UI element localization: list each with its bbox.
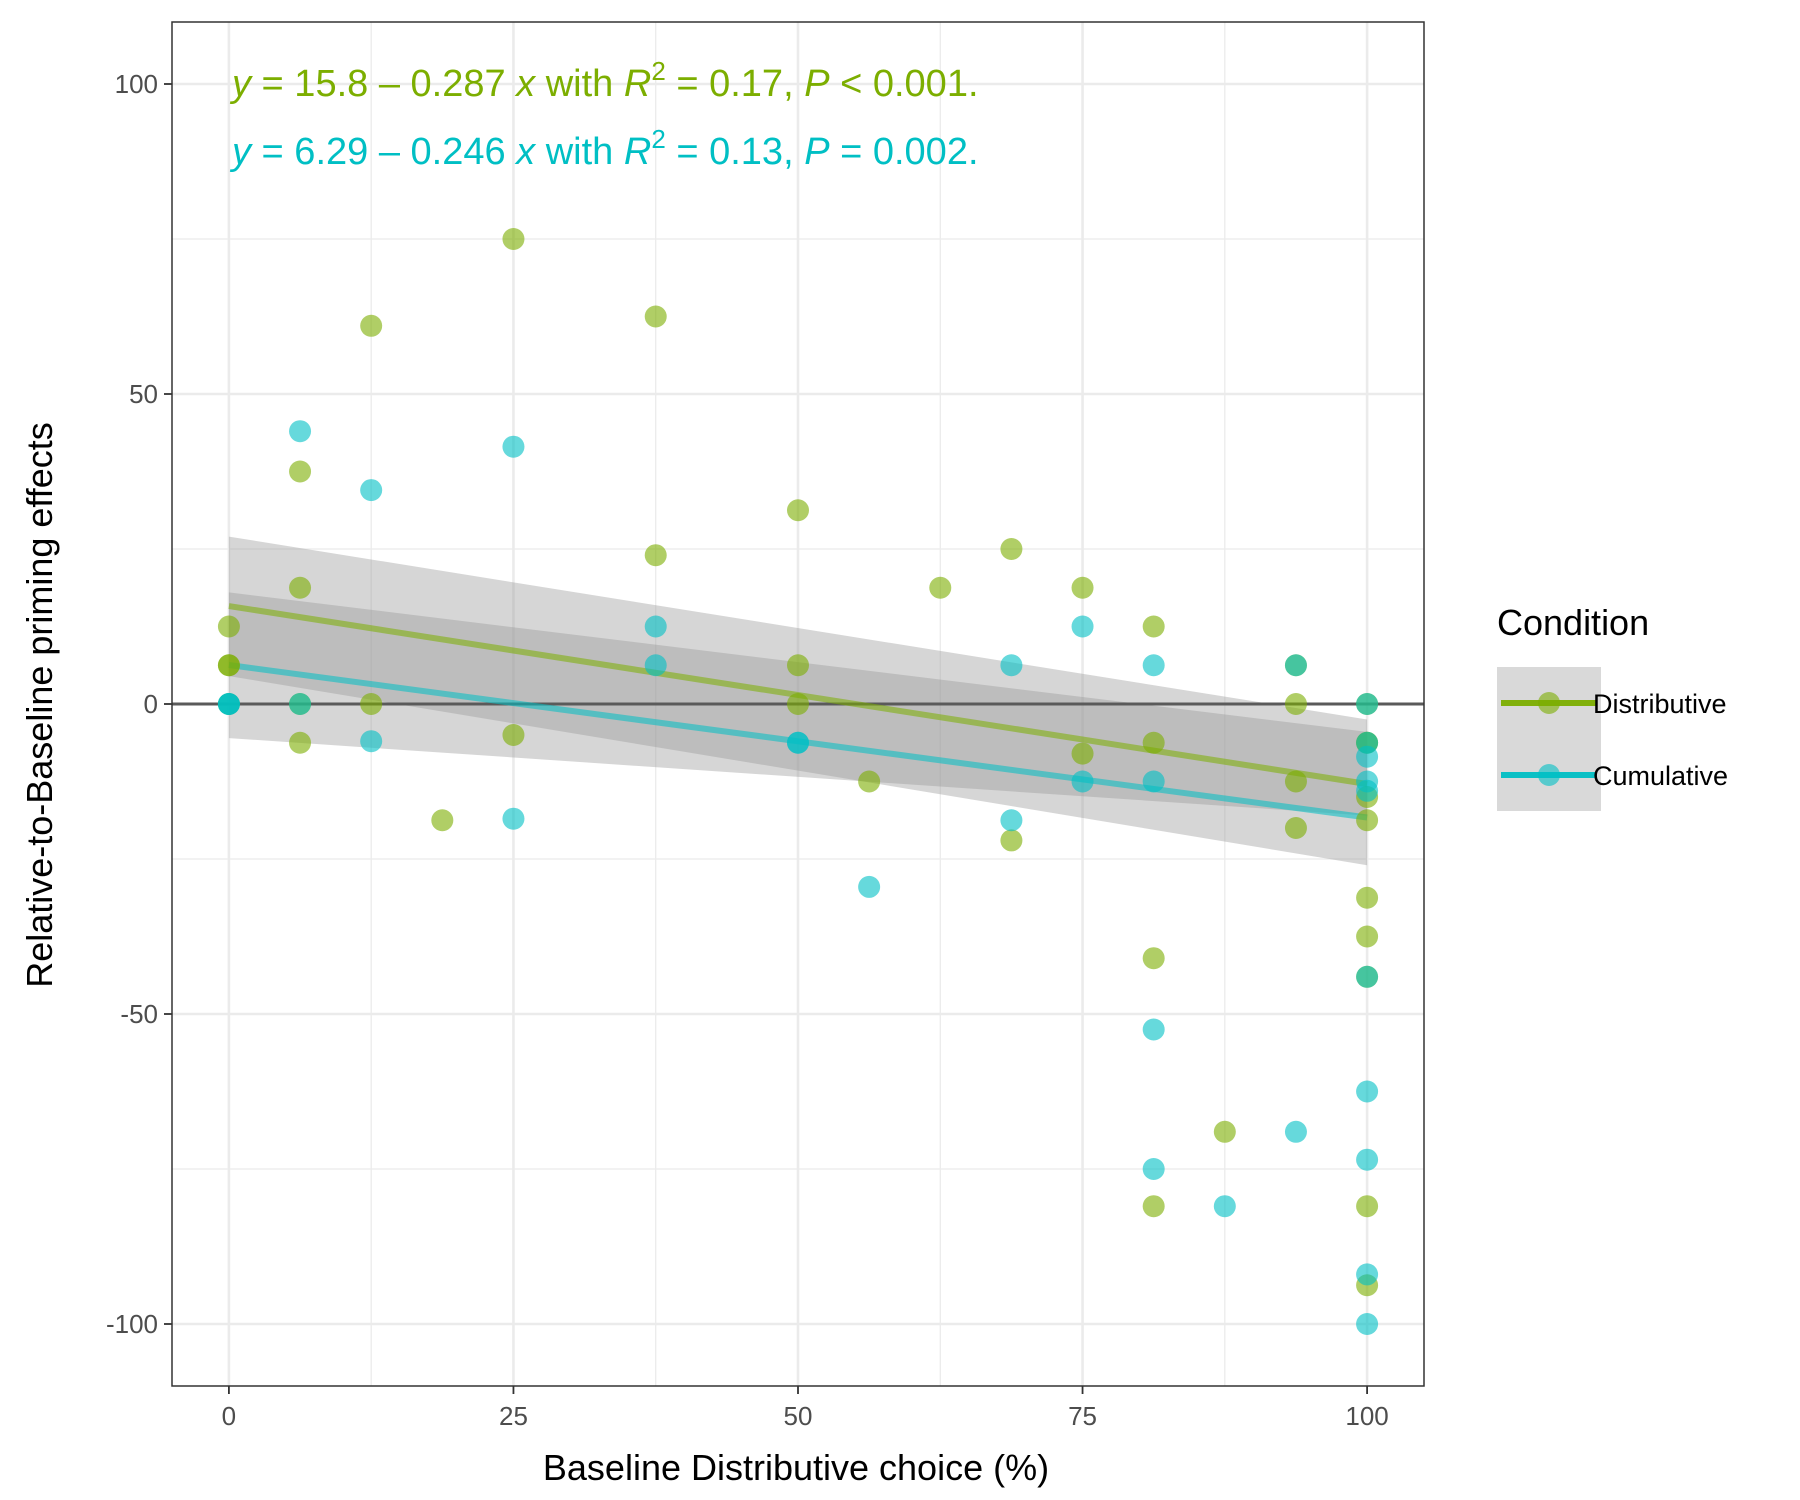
data-point-distributive [1284,693,1307,715]
data-point-cumulative [289,420,312,443]
y-tick-label: 100 [115,69,158,99]
data-point-cumulative [360,479,383,502]
data-point-distributive [1356,809,1379,832]
data-point-cumulative [1356,1080,1379,1103]
data-point-distributive [644,544,667,567]
data-point-cumulative [1284,654,1307,677]
x-axis-title: Baseline Distributive choice (%) [543,1447,1049,1488]
y-tick-label: 50 [129,379,158,409]
axis-ticks: 0 25 50 75 100 -100 -50 0 50 100 [106,69,1389,1431]
data-point-cumulative [217,693,240,715]
data-point-distributive [787,499,809,522]
legend-key-cumulative [1501,764,1597,786]
data-point-cumulative [644,615,667,638]
data-point-cumulative [1356,965,1379,988]
data-point-cumulative [1071,615,1094,638]
data-point-cumulative [1356,1263,1379,1286]
x-tick-label: 50 [784,1401,813,1431]
data-point-distributive [1142,1195,1165,1218]
data-point-distributive [1142,731,1165,754]
data-point-distributive [929,576,952,599]
x-tick-label: 0 [222,1401,236,1431]
data-point-cumulative [644,654,667,677]
data-point-distributive [858,770,881,793]
data-point-cumulative [1142,654,1165,677]
data-point-distributive [360,314,383,337]
data-point-distributive [1000,829,1023,852]
data-point-distributive [787,654,809,677]
data-point-distributive [217,654,240,677]
legend-key-distributive [1501,692,1597,714]
data-point-cumulative [289,693,312,715]
data-point-cumulative [1142,1018,1165,1041]
data-point-distributive [787,693,809,715]
data-point-distributive [1356,1195,1379,1218]
legend-label-distributive: Distributive [1593,689,1727,719]
regression-equation-cumulative: y = 6.29 – 0.246 x with R2 = 0.13, P = 0… [229,124,979,173]
data-point-distributive [431,809,454,832]
legend-key-background [1497,667,1601,811]
legend-label-cumulative: Cumulative [1593,761,1728,791]
y-tick-label: 0 [144,689,158,719]
data-point-distributive [1000,538,1023,560]
data-point-cumulative [787,731,809,754]
data-point-cumulative [1356,1313,1379,1335]
x-tick-label: 25 [499,1401,528,1431]
data-point-distributive [1284,817,1307,839]
data-point-distributive [1142,615,1165,638]
y-axis-title: Relative-to-Baseline priming effects [19,422,60,988]
data-point-cumulative [502,807,525,830]
data-point-cumulative [858,875,881,898]
y-tick-label: -50 [120,999,158,1029]
data-point-cumulative [1213,1195,1236,1218]
data-point-distributive [1284,770,1307,793]
data-point-distributive [289,576,312,599]
x-tick-label: 100 [1345,1401,1388,1431]
data-points [217,228,1379,1335]
data-point-cumulative [1142,770,1165,793]
data-point-cumulative [1000,809,1023,832]
data-point-distributive [502,724,525,746]
data-point-distributive [1071,576,1094,599]
data-point-cumulative [502,435,525,458]
data-point-distributive [1071,742,1094,765]
data-point-cumulative [1284,1120,1307,1143]
data-point-cumulative [1356,1148,1379,1171]
data-point-cumulative [1356,693,1379,715]
x-tick-label: 75 [1068,1401,1097,1431]
data-point-distributive [360,693,383,715]
data-point-distributive [644,305,667,328]
regression-equation-distributive: y = 15.8 – 0.287 x with R2 = 0.17, P < 0… [229,56,979,105]
legend-title: Condition [1497,602,1649,643]
data-point-cumulative [1142,1158,1165,1180]
data-point-cumulative [1356,745,1379,768]
data-point-distributive [502,228,525,250]
data-point-cumulative [1000,654,1023,677]
data-point-distributive [289,731,312,754]
data-point-cumulative [1071,770,1094,793]
data-point-distributive [217,615,240,638]
data-point-distributive [1356,925,1379,948]
y-tick-label: -100 [106,1309,158,1339]
data-point-distributive [1213,1120,1236,1143]
data-point-cumulative [360,730,383,753]
data-point-distributive [1356,886,1379,909]
data-point-distributive [1142,947,1165,970]
data-point-distributive [289,460,312,483]
legend: Condition Distributive Cumulative [1497,602,1728,811]
data-point-cumulative [1356,779,1379,802]
